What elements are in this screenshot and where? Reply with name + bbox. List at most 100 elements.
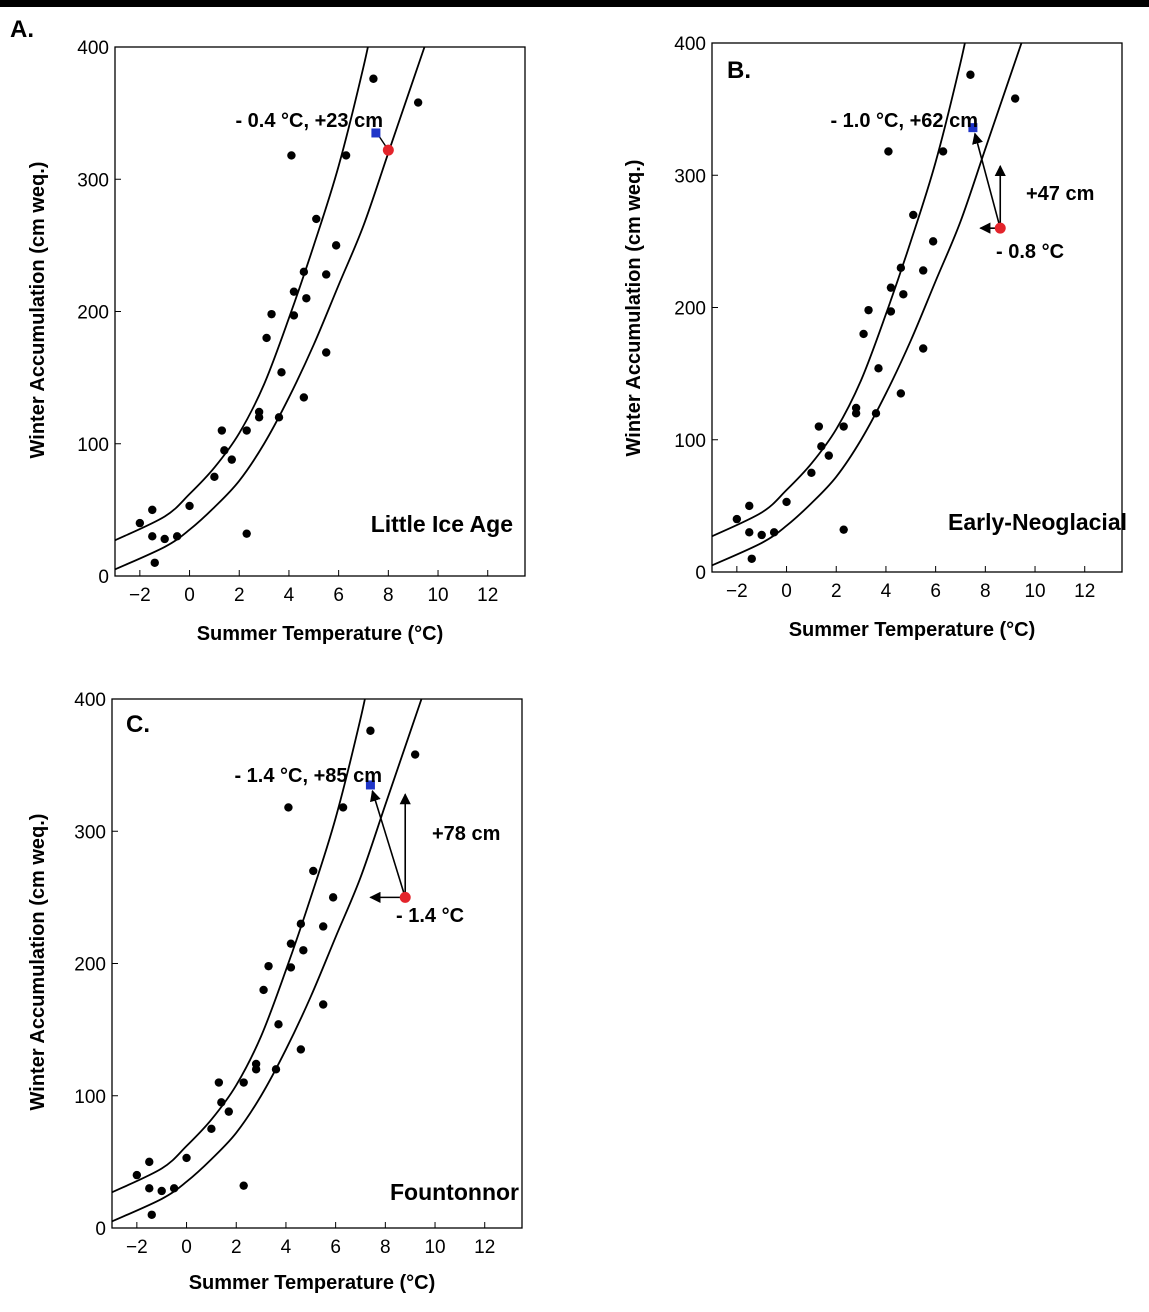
data-point bbox=[938, 147, 948, 156]
period-label: Little Ice Age bbox=[371, 511, 513, 537]
data-point bbox=[147, 1210, 156, 1219]
data-point bbox=[814, 422, 824, 431]
data-point bbox=[312, 214, 321, 224]
data-point bbox=[745, 528, 754, 537]
data-point bbox=[859, 329, 868, 339]
combined-change-arrow bbox=[370, 789, 406, 898]
accumulation-change-label: +78 cm bbox=[432, 823, 500, 845]
x-tick-label: 4 bbox=[281, 1237, 292, 1258]
data-point bbox=[338, 803, 348, 812]
data-point bbox=[319, 922, 328, 931]
y-tick-label: 400 bbox=[74, 690, 106, 711]
data-point bbox=[817, 442, 826, 451]
x-tick-label: 8 bbox=[383, 585, 394, 606]
data-point bbox=[207, 1124, 216, 1134]
y-axis-label: Winter Accumulation (cm weq.) bbox=[27, 162, 49, 459]
y-tick-label: 200 bbox=[674, 299, 706, 320]
lower-envelope-curve bbox=[112, 699, 423, 1223]
data-point bbox=[254, 407, 264, 417]
x-tick-label: 4 bbox=[284, 585, 295, 606]
data-point bbox=[217, 426, 227, 435]
data-point bbox=[747, 554, 756, 563]
y-tick-label: 100 bbox=[74, 1087, 106, 1108]
data-point bbox=[132, 1170, 142, 1180]
data-point bbox=[150, 558, 159, 567]
data-point bbox=[319, 1000, 328, 1009]
y-tick-label: 300 bbox=[674, 166, 706, 187]
data-point bbox=[874, 364, 883, 373]
data-point bbox=[807, 468, 816, 478]
upper-envelope-curve bbox=[712, 43, 966, 538]
data-point bbox=[896, 263, 906, 273]
accumulation-change-label: +47 cm bbox=[1026, 183, 1094, 205]
x-tick-label: 12 bbox=[477, 585, 498, 606]
data-point bbox=[928, 237, 938, 246]
data-point bbox=[322, 270, 331, 279]
data-point bbox=[214, 1078, 224, 1087]
data-point bbox=[160, 534, 169, 544]
target-change-label: - 0.4 °C, +23 cm bbox=[235, 110, 383, 132]
data-point bbox=[284, 803, 293, 812]
data-point bbox=[322, 348, 331, 357]
data-point bbox=[782, 497, 791, 507]
data-point bbox=[289, 287, 299, 296]
chart-panel-a: −2 0 2 4 6 8 10 12 0 100 200 300 400 A. Summer Tempe… bbox=[10, 16, 526, 645]
data-point bbox=[331, 241, 341, 250]
x-axis-label: Summer Temperature (°C) bbox=[189, 1272, 436, 1294]
data-point bbox=[871, 409, 881, 418]
x-tick-label: 2 bbox=[231, 1237, 242, 1258]
data-point bbox=[299, 946, 308, 955]
data-point bbox=[242, 426, 251, 435]
x-tick-label: 12 bbox=[474, 1237, 495, 1258]
target-state-point bbox=[365, 780, 375, 790]
data-point bbox=[148, 532, 157, 541]
data-point bbox=[262, 333, 271, 343]
data-point bbox=[732, 514, 742, 524]
y-tick-label: 200 bbox=[74, 955, 106, 976]
period-label: Early-Neoglacial bbox=[948, 509, 1127, 535]
data-point bbox=[274, 413, 284, 422]
x-tick-label: −2 bbox=[726, 581, 748, 602]
data-point bbox=[757, 530, 766, 540]
x-tick-label: 8 bbox=[980, 581, 991, 602]
panel-letter: A. bbox=[10, 16, 34, 43]
data-point bbox=[769, 528, 779, 537]
x-tick-label: 2 bbox=[831, 581, 842, 602]
data-point bbox=[277, 368, 286, 377]
y-tick-label: 200 bbox=[77, 303, 109, 324]
data-point bbox=[369, 74, 378, 83]
data-point bbox=[217, 1098, 226, 1107]
data-point bbox=[884, 147, 893, 156]
data-point bbox=[341, 151, 351, 160]
data-point bbox=[886, 307, 896, 316]
data-point bbox=[172, 532, 182, 541]
target-change-label: - 1.4 °C, +85 cm bbox=[234, 765, 382, 787]
data-point bbox=[135, 518, 145, 528]
data-point bbox=[839, 525, 848, 534]
data-point bbox=[328, 893, 338, 902]
data-point bbox=[267, 309, 276, 319]
x-axis-label: Summer Temperature (°C) bbox=[789, 619, 1036, 641]
data-point bbox=[299, 267, 309, 277]
data-point bbox=[286, 939, 296, 948]
data-point bbox=[185, 501, 194, 511]
data-point bbox=[296, 919, 306, 929]
data-point bbox=[839, 422, 848, 431]
data-point bbox=[302, 294, 311, 303]
x-tick-label: 6 bbox=[330, 1237, 341, 1258]
x-tick-label: 0 bbox=[781, 581, 792, 602]
x-tick-label: 10 bbox=[1024, 581, 1045, 602]
x-tick-label: 8 bbox=[380, 1237, 391, 1258]
data-point bbox=[851, 403, 861, 413]
x-tick-label: 6 bbox=[930, 581, 941, 602]
chart-panel-b: −2 0 2 4 6 8 10 12 0 100 200 300 400 B. Summer Tempe… bbox=[623, 34, 1127, 641]
y-tick-label: 300 bbox=[74, 822, 106, 843]
data-point bbox=[286, 963, 296, 972]
y-tick-label: 400 bbox=[674, 34, 706, 55]
target-state-point bbox=[968, 123, 978, 133]
data-point bbox=[899, 290, 908, 299]
x-tick-label: 2 bbox=[234, 585, 245, 606]
data-point bbox=[264, 961, 273, 971]
panel-letter: B. bbox=[727, 57, 751, 84]
data-point bbox=[824, 451, 833, 460]
